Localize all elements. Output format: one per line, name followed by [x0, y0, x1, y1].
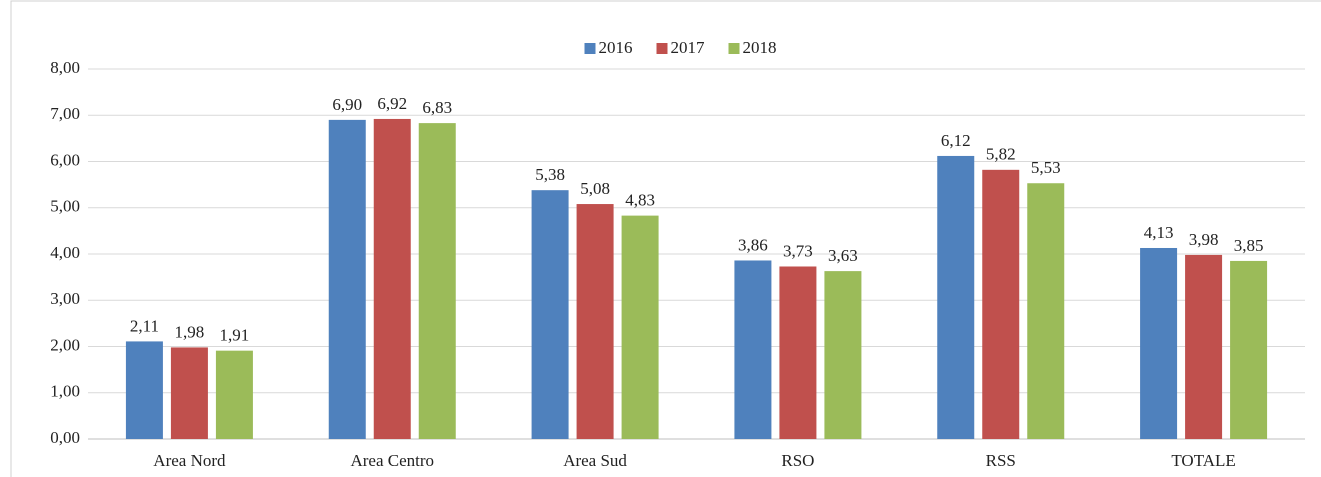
chart-frame — [10, 0, 1321, 477]
bar — [1230, 260, 1268, 439]
x-tick-label: TOTALE — [1171, 451, 1235, 470]
y-tick-label: 2,00 — [50, 335, 80, 354]
x-tick-label: RSS — [986, 451, 1016, 470]
bar — [734, 260, 772, 439]
x-tick-label: RSO — [781, 451, 814, 470]
bar — [824, 271, 862, 439]
y-tick-label: 3,00 — [50, 289, 80, 308]
legend-swatch — [728, 43, 740, 54]
bar — [328, 119, 366, 439]
y-tick-label: 8,00 — [50, 58, 80, 77]
bar — [1027, 183, 1065, 439]
value-label: 3,73 — [783, 241, 813, 260]
value-label: 5,08 — [580, 179, 610, 198]
value-label: 6,12 — [941, 131, 971, 150]
x-tick-label: Area Nord — [153, 451, 226, 470]
y-tick-label: 7,00 — [50, 104, 80, 123]
bar — [418, 123, 456, 440]
value-label: 5,53 — [1031, 158, 1061, 177]
x-tick-label: Area Sud — [563, 451, 627, 470]
bar — [937, 155, 975, 439]
y-tick-label: 4,00 — [50, 243, 80, 262]
value-label: 4,83 — [625, 191, 655, 210]
legend-swatch — [656, 43, 668, 54]
bar — [531, 190, 569, 439]
value-label: 5,38 — [535, 165, 565, 184]
value-label: 1,91 — [220, 326, 250, 345]
value-label: 1,98 — [175, 322, 205, 341]
value-label: 3,86 — [738, 235, 768, 254]
bar — [621, 215, 659, 439]
bar — [1185, 254, 1223, 439]
value-label: 3,63 — [828, 246, 858, 265]
bar — [125, 341, 163, 439]
bar — [215, 350, 253, 439]
y-tick-label: 6,00 — [50, 150, 80, 169]
y-tick-label: 1,00 — [50, 382, 80, 401]
value-label: 2,11 — [130, 316, 159, 335]
value-label: 5,82 — [986, 145, 1016, 164]
bar — [576, 204, 614, 439]
bar — [170, 347, 208, 439]
bar — [982, 169, 1020, 439]
legend-label: 2017 — [671, 38, 706, 57]
value-label: 3,85 — [1234, 236, 1264, 255]
legend-label: 2016 — [599, 38, 633, 57]
legend-swatch — [584, 43, 596, 54]
y-tick-label: 0,00 — [50, 428, 80, 447]
value-label: 6,92 — [377, 94, 407, 113]
bar — [1140, 247, 1178, 439]
value-label: 4,13 — [1144, 223, 1174, 242]
legend-label: 2018 — [743, 38, 777, 57]
bar — [373, 118, 411, 439]
value-label: 6,90 — [332, 95, 362, 114]
x-tick-label: Area Centro — [350, 451, 434, 470]
bar — [779, 266, 817, 439]
value-label: 6,83 — [422, 98, 452, 117]
y-tick-label: 5,00 — [50, 197, 80, 216]
value-label: 3,98 — [1189, 230, 1219, 249]
